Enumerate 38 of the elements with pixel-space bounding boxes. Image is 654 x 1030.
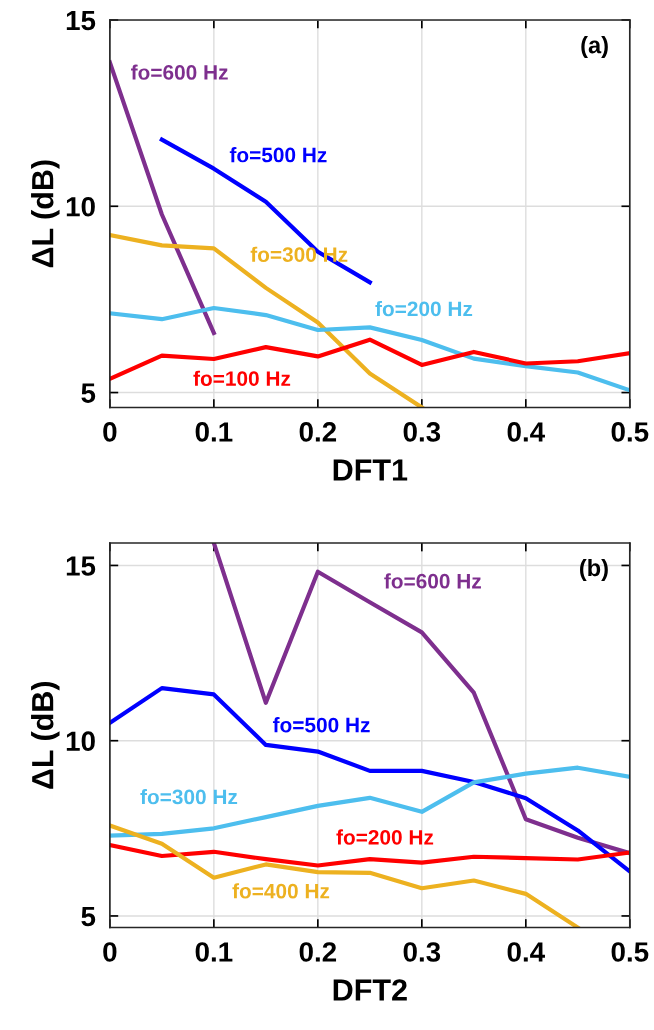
series-label: fo=200 Hz <box>336 829 434 845</box>
annotation: (b) <box>580 558 608 581</box>
x-tick-label: 0.1 <box>195 942 233 962</box>
line-series <box>109 686 630 874</box>
series-label: fo=500 Hz <box>229 147 327 163</box>
x-tick-label: 0.5 <box>611 942 649 962</box>
series-label: fo=500 Hz <box>272 717 370 733</box>
line-series <box>109 843 630 868</box>
x-tick-label: 0.3 <box>403 422 441 442</box>
series-label: fo=100 Hz <box>193 370 291 386</box>
line-series <box>109 823 580 928</box>
series-label: fo=600 Hz <box>384 573 481 589</box>
x-axis-title: DFT1 <box>333 459 408 481</box>
x-tick-label: 0 <box>103 942 117 962</box>
series-label: fo=200 Hz <box>375 300 473 317</box>
x-tick-label: 0 <box>103 422 117 442</box>
series-label: fo=400 Hz <box>232 883 330 899</box>
y-tick-label: 5 <box>81 383 96 403</box>
y-tick-label: 10 <box>66 731 95 752</box>
x-tick-label: 0.4 <box>507 942 545 962</box>
y-axis-title: ΔL (dB) <box>31 681 60 789</box>
x-axis-title: DFT2 <box>333 979 407 1001</box>
y-tick-label: 5 <box>81 906 96 927</box>
x-tick-label: 0.3 <box>403 942 441 962</box>
y-tick-label: 15 <box>66 556 96 576</box>
annotation: (a) <box>581 36 608 59</box>
x-tick-label: 0.1 <box>195 422 233 442</box>
y-tick-label: 10 <box>66 196 95 217</box>
x-tick-label: 0.4 <box>507 422 545 442</box>
x-tick-label: 0.5 <box>611 422 649 442</box>
x-tick-label: 0.2 <box>299 422 337 442</box>
x-tick-label: 0.2 <box>299 942 337 962</box>
series-label: fo=600 Hz <box>131 64 228 80</box>
line-series <box>159 137 372 285</box>
series-label: fo=300 Hz <box>250 246 348 262</box>
y-axis-title: ΔL (dB) <box>31 160 60 268</box>
series-label: fo=300 Hz <box>140 789 238 805</box>
y-tick-label: 15 <box>66 10 96 31</box>
